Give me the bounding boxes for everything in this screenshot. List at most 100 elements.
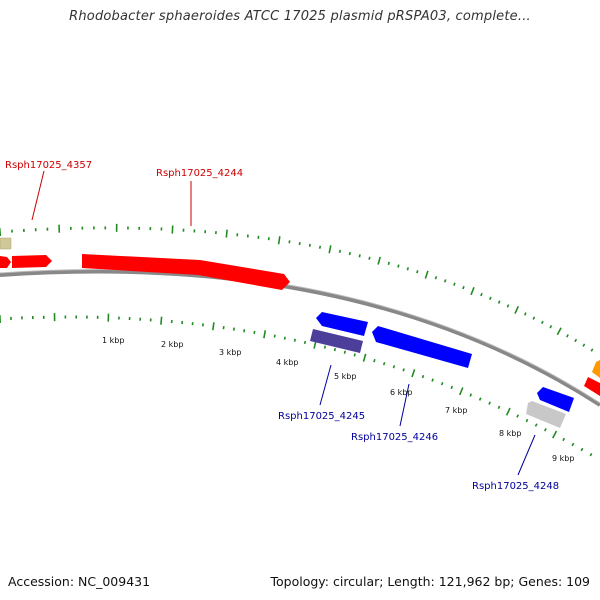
ring-tick <box>431 378 434 382</box>
ring-tick <box>160 316 163 325</box>
gene-blue-1[interactable] <box>316 312 368 336</box>
ring-tick <box>243 329 246 333</box>
ring-tick <box>353 353 356 357</box>
ring-tick <box>478 397 482 401</box>
ring-tick <box>458 387 464 396</box>
scale-label-1: 1 kbp <box>102 336 124 345</box>
ring-tick <box>543 428 547 432</box>
ring-tick <box>580 447 584 452</box>
ring-tick <box>470 287 475 296</box>
ring-tick <box>382 361 386 366</box>
ring-tick <box>421 374 425 379</box>
ring-tick <box>551 430 558 439</box>
outer-tick-ring <box>0 223 594 352</box>
ring-tick <box>397 264 400 268</box>
ring-tick <box>505 407 511 416</box>
ring-tick <box>212 322 215 331</box>
gene-label-rsph4246[interactable]: Rsph17025_4246 <box>351 432 438 443</box>
accession-text: Accession: NC_009431 <box>8 574 151 589</box>
inner-tick-ring <box>0 313 593 457</box>
ring-tick <box>534 423 538 427</box>
ring-tick <box>225 229 228 238</box>
ring-tick <box>480 292 483 297</box>
ring-tick <box>343 350 346 354</box>
ring-tick <box>323 345 327 349</box>
ring-tick <box>298 241 301 246</box>
ring-tick <box>232 327 235 331</box>
ring-tick <box>263 330 267 339</box>
gene-khaki[interactable] <box>0 237 12 250</box>
plasmid-backbone <box>0 269 600 407</box>
gene-label-rsph4248[interactable]: Rsph17025_4248 <box>472 481 559 492</box>
ring-tick <box>497 300 501 304</box>
ring-tick <box>348 251 351 256</box>
map-title: Rhodobacter sphaeroides ATCC 17025 plasm… <box>69 9 531 24</box>
gene-labels: Rsph17025_4357 Rsph17025_4244 Rsph17025_… <box>5 160 559 492</box>
ring-tick <box>222 325 225 330</box>
scale-label-2: 2 kbp <box>161 340 183 349</box>
ring-tick <box>582 343 586 347</box>
ring-tick <box>362 353 367 362</box>
ring-tick <box>283 336 286 340</box>
scale-label-5: 5 kbp <box>334 372 356 381</box>
gene-blue-3[interactable] <box>537 387 574 412</box>
ring-tick <box>516 414 520 418</box>
ring-tick <box>589 453 593 457</box>
ring-tick <box>411 369 416 378</box>
forward-gene-track <box>0 237 600 396</box>
gene-orange[interactable] <box>592 360 600 378</box>
ring-tick <box>308 243 311 247</box>
gene-rsph4246[interactable] <box>372 326 472 368</box>
ring-tick <box>506 304 510 308</box>
ring-tick <box>525 418 529 423</box>
scale-label-4: 4 kbp <box>276 358 298 367</box>
ring-tick <box>368 256 371 260</box>
gene-red-1[interactable] <box>0 256 11 268</box>
reverse-gene-track <box>310 312 574 428</box>
ring-tick <box>424 270 429 279</box>
ring-tick <box>338 249 342 253</box>
scale-label-3: 3 kbp <box>219 348 241 357</box>
gene-rsph4245[interactable] <box>310 329 363 353</box>
ring-tick <box>273 334 276 338</box>
ring-tick <box>303 340 307 345</box>
gene-rsph4244[interactable] <box>82 254 290 290</box>
gene-label-rsph4245[interactable]: Rsph17025_4245 <box>278 411 365 422</box>
ring-tick <box>293 338 296 342</box>
gene-red-2[interactable] <box>12 255 52 268</box>
ring-tick <box>333 348 337 352</box>
ring-tick <box>358 254 361 258</box>
ring-tick <box>462 285 465 290</box>
ring-tick <box>571 442 575 447</box>
ring-tick <box>328 245 332 254</box>
scale-label-8: 8 kbp <box>499 429 521 438</box>
ring-tick <box>440 382 444 386</box>
scale-label-7: 7 kbp <box>445 406 467 415</box>
ring-tick <box>416 270 419 274</box>
topology-text: Topology: circular; Length: 121,962 bp; … <box>270 574 591 589</box>
ring-tick <box>318 245 322 249</box>
ring-tick <box>277 236 281 245</box>
ring-tick <box>566 334 569 338</box>
gene-red-right[interactable] <box>584 377 600 396</box>
ring-tick <box>590 348 594 352</box>
ring-tick <box>562 437 566 442</box>
ring-tick <box>523 312 527 316</box>
label-leaders <box>31 170 536 476</box>
ring-tick <box>450 385 454 390</box>
ring-tick <box>497 405 501 410</box>
ring-tick <box>489 296 492 300</box>
ring-tick <box>373 358 376 363</box>
gene-label-rsph4244[interactable]: Rsph17025_4244 <box>156 168 243 179</box>
scale-label-6: 6 kbp <box>390 388 412 397</box>
ring-tick <box>406 267 410 271</box>
ring-tick <box>434 276 438 280</box>
ring-tick <box>540 320 544 325</box>
ring-tick <box>392 365 396 369</box>
ring-tick <box>253 330 256 335</box>
ring-tick <box>377 256 381 265</box>
ring-tick <box>488 401 491 405</box>
gene-label-rsph4357[interactable]: Rsph17025_4357 <box>5 160 92 171</box>
gene-rsph4248[interactable] <box>526 401 566 428</box>
